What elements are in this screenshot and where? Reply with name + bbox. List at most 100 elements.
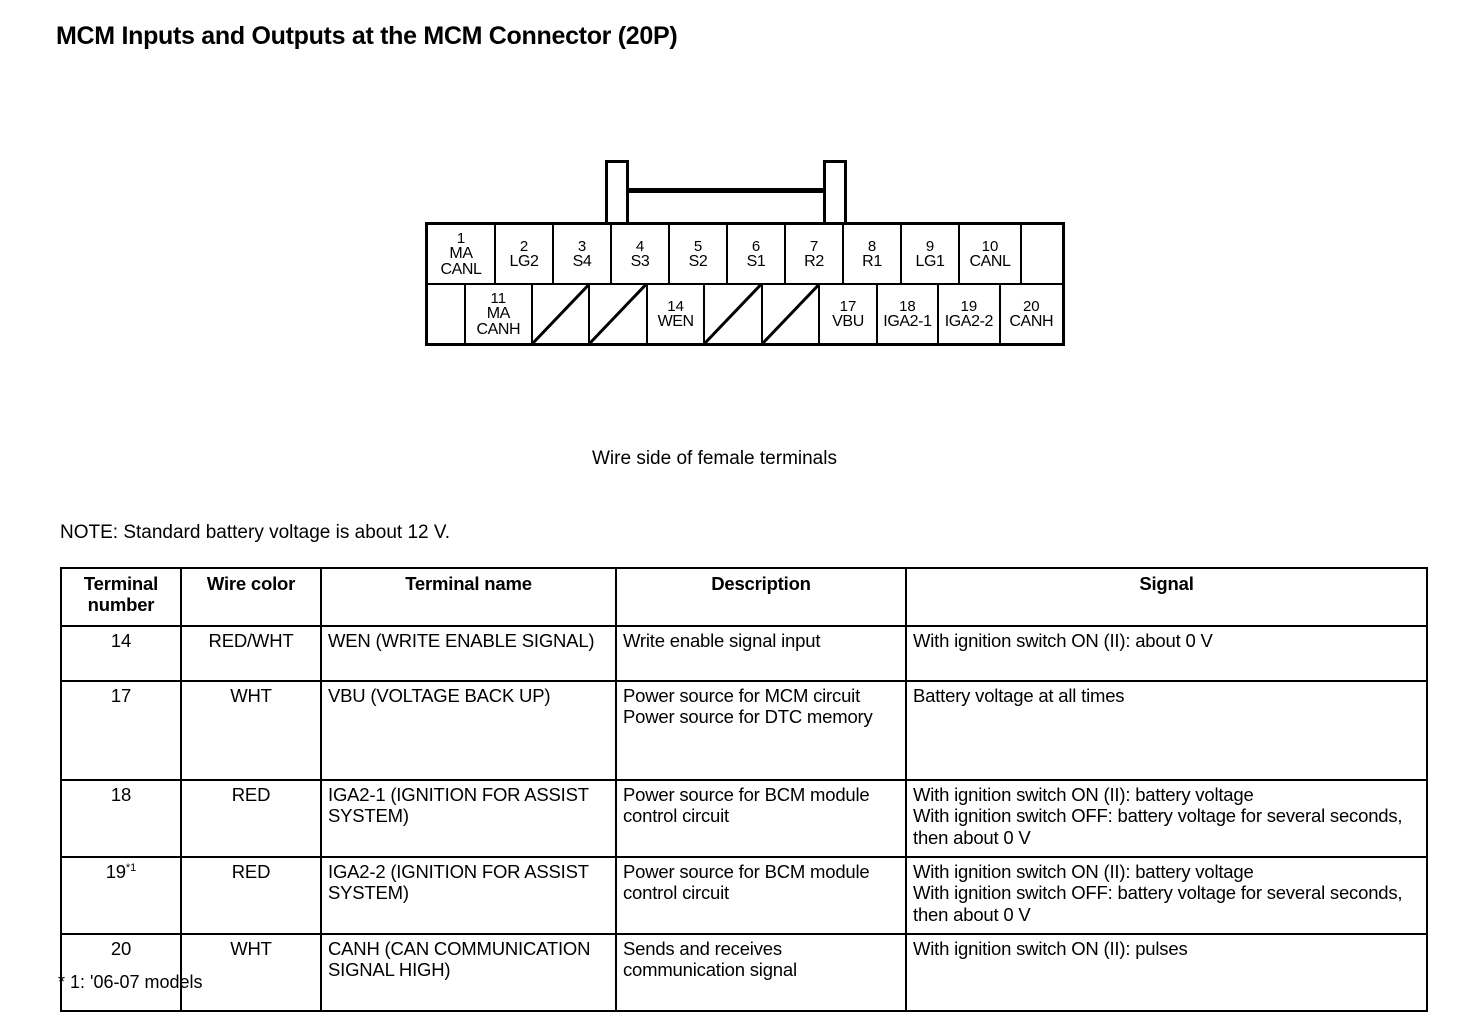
connector-diagram: 1 MA CANL 2 LG2 3 S4 4 S3 5 S2 6 S1 7 R2 8 R1 9 LG1 10 CANL … — [425, 160, 1065, 346]
cell-terminal-name: VBU (VOLTAGE BACK UP) — [320, 680, 617, 781]
pin-number: 10 — [981, 237, 999, 255]
connector-pin-2: 2 LG2 — [496, 225, 554, 283]
pin-number: 2 — [519, 237, 529, 255]
footnote-marker: *1 — [125, 861, 137, 874]
diagonal-slash-icon — [590, 285, 645, 343]
pin-number: 6 — [751, 237, 761, 255]
cell-description: Sends and receives communication signal — [615, 933, 907, 1012]
pin-label: CANH — [476, 320, 521, 338]
pin-number: 11 — [490, 290, 507, 308]
cell-signal: With ignition switch ON (II): about 0 V — [905, 625, 1428, 682]
cell-signal: Battery voltage at all times — [905, 680, 1428, 781]
col-header-wire-color: Wire color — [180, 567, 322, 627]
pin-label: LG2 — [509, 252, 539, 270]
connector-pin-7: 7 R2 — [786, 225, 844, 283]
table-row: 18 RED IGA2-1 (IGNITION FOR ASSIST SYSTEM)… — [60, 779, 1428, 858]
cell-terminal-number: 18 — [60, 779, 182, 858]
diagonal-slash-icon — [533, 285, 588, 343]
connector-pin-17: 17 VBU — [820, 285, 878, 343]
pin-label: LG1 — [915, 252, 945, 270]
table-row: 17 WHT VBU (VOLTAGE BACK UP) Power source f… — [60, 680, 1428, 781]
connector-bottom-row: 11 MA CANH 14 WEN 17 VBU 18 IGA2-1 19 IGA2-2 20 CANH — [425, 285, 1065, 346]
col-header-terminal-name: Terminal name — [320, 567, 617, 627]
connector-pin-8: 8 R1 — [844, 225, 902, 283]
pin-label: CANL — [440, 260, 482, 278]
connector-pin-20: 20 CANH — [1000, 285, 1062, 343]
pin-number: 14 — [667, 297, 684, 315]
connector-pin-9: 9 LG1 — [902, 225, 960, 283]
pin-number: 3 — [577, 237, 587, 255]
pin-number: 5 — [693, 237, 703, 255]
pin-number: 8 — [867, 237, 877, 255]
cell-terminal-name: CANH (CAN COMMUNICATION SIGNAL HIGH) — [320, 933, 617, 1012]
pin-number: 17 — [839, 297, 857, 315]
cell-terminal-number: 19*1 — [60, 856, 182, 935]
pin-number: 9 — [925, 237, 935, 255]
cell-signal: With ignition switch ON (II): battery vo… — [905, 856, 1428, 935]
connector-pin-1: 1 MA CANL — [428, 225, 496, 283]
col-header-terminal-number: Terminal number — [60, 567, 182, 627]
connector-blank-cavity — [705, 285, 763, 343]
cell-terminal-number: 17 — [60, 680, 182, 781]
diagonal-slash-icon — [763, 285, 818, 343]
cell-wire-color: WHT — [180, 680, 322, 781]
pin-label: CANH — [1009, 312, 1054, 330]
cell-signal: With ignition switch ON (II): pulses — [905, 933, 1428, 1012]
footnote: * 1: '06-07 models — [58, 972, 203, 992]
cell-description: Power source for BCM module control circ… — [615, 779, 907, 858]
page-title: MCM Inputs and Outputs at the MCM Connec… — [56, 22, 678, 50]
pin-label: S1 — [746, 252, 766, 270]
pin-label: MA — [486, 305, 511, 323]
connector-pin-10: 10 CANL — [960, 225, 1022, 283]
terminal-spec-table: Terminal number Wire color Terminal name… — [60, 567, 1428, 1012]
cell-terminal-number: 14 — [60, 625, 182, 682]
connector-caption: Wire side of female terminals — [592, 448, 837, 469]
connector-blank-cavity — [590, 285, 648, 343]
cell-terminal-name: IGA2-1 (IGNITION FOR ASSIST SYSTEM) — [320, 779, 617, 858]
pin-label: S4 — [572, 252, 592, 270]
cell-terminal-name: IGA2-2 (IGNITION FOR ASSIST SYSTEM) — [320, 856, 617, 935]
pin-label: R1 — [862, 252, 882, 270]
connector-empty-space — [428, 285, 466, 343]
pin-number: 20 — [1022, 297, 1040, 315]
pin-label: CANL — [969, 252, 1011, 270]
cell-wire-color: RED/WHT — [180, 625, 322, 682]
pin-number: 19 — [960, 297, 978, 315]
connector-pin-11: 11 MA CANH — [465, 285, 534, 343]
cell-description: Power source for BCM module control circ… — [615, 856, 907, 935]
diagonal-slash-icon — [705, 285, 760, 343]
connector-top-row: 1 MA CANL 2 LG2 3 S4 4 S3 5 S2 6 S1 7 R2 8 R1 9 LG1 10 CANL — [425, 222, 1065, 285]
table-row: 14 RED/WHT WEN (WRITE ENABLE SIGNAL) Write … — [60, 625, 1428, 682]
cell-terminal-number: 20 — [60, 933, 182, 1012]
cell-description: Power source for MCM circuit Power source… — [615, 680, 907, 781]
pin-label: S3 — [630, 252, 650, 270]
connector-pin-3: 3 S4 — [554, 225, 612, 283]
connector-pin-19: 19 IGA2-2 — [939, 285, 1001, 343]
col-header-description: Description — [615, 567, 907, 627]
connector-pin-6: 6 S1 — [728, 225, 786, 283]
connector-blank-cavity — [533, 285, 591, 343]
pin-label: MA — [449, 245, 473, 263]
col-header-signal: Signal — [905, 567, 1428, 627]
battery-voltage-note: NOTE: Standard battery voltage is about … — [60, 522, 451, 543]
pin-label: VBU — [832, 312, 864, 330]
pin-number: 7 — [809, 237, 819, 255]
latch-bar-icon — [626, 188, 826, 193]
pin-label: IGA2-1 — [883, 312, 932, 330]
pin-label: S2 — [688, 252, 708, 270]
connector-pin-5: 5 S2 — [670, 225, 728, 283]
connector-empty-space — [1022, 225, 1062, 283]
table-row: 20 WHT CANH (CAN COMMUNICATION SIGNAL HIGH… — [60, 933, 1428, 1012]
cell-description: Write enable signal input — [615, 625, 907, 682]
latch-post-right-icon — [823, 160, 847, 222]
table-header-row: Terminal number Wire color Terminal name… — [60, 567, 1428, 627]
pin-label: R2 — [804, 252, 824, 270]
pin-number: 4 — [635, 237, 645, 255]
connector-blank-cavity — [762, 285, 821, 343]
cell-wire-color: WHT — [180, 933, 322, 1012]
pin-label: WEN — [657, 312, 695, 330]
cell-wire-color: RED — [180, 856, 322, 935]
pin-number: 18 — [899, 297, 916, 315]
cell-signal: With ignition switch ON (II): battery vo… — [905, 779, 1428, 858]
connector-pin-4: 4 S3 — [612, 225, 670, 283]
